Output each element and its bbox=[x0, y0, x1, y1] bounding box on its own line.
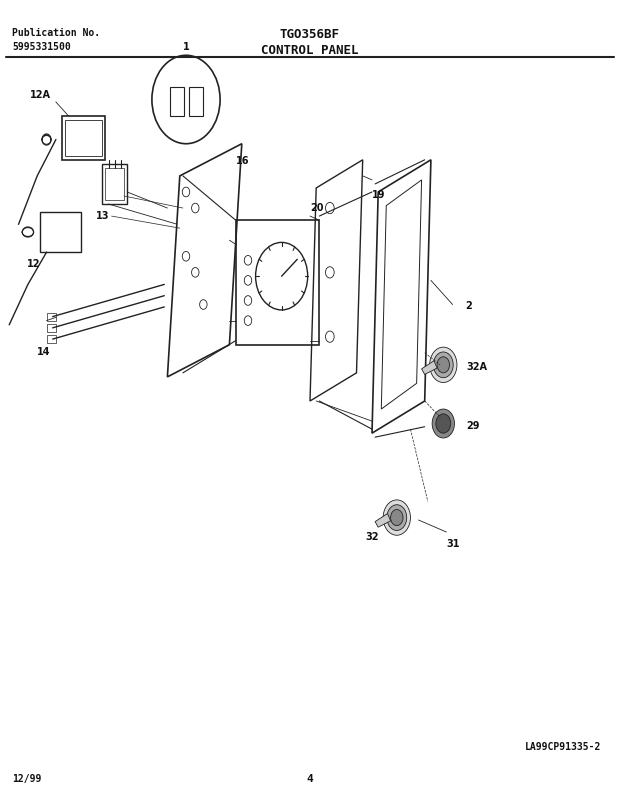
Bar bbox=[236, 221, 319, 345]
Text: 32A: 32A bbox=[466, 362, 487, 372]
Polygon shape bbox=[422, 361, 437, 375]
Text: 16: 16 bbox=[236, 156, 249, 165]
Text: 12A: 12A bbox=[30, 91, 51, 100]
Polygon shape bbox=[375, 514, 391, 528]
Circle shape bbox=[387, 505, 407, 531]
Text: 20: 20 bbox=[310, 203, 324, 213]
Circle shape bbox=[433, 353, 453, 378]
Text: CONTROL PANEL: CONTROL PANEL bbox=[261, 44, 359, 57]
Text: 19: 19 bbox=[372, 190, 386, 199]
Circle shape bbox=[436, 414, 451, 434]
Text: 31: 31 bbox=[446, 538, 460, 548]
Bar bbox=[102, 165, 127, 205]
Text: TGO356BF: TGO356BF bbox=[280, 28, 340, 41]
Text: 2: 2 bbox=[465, 300, 472, 310]
Bar bbox=[105, 169, 124, 201]
Text: 4: 4 bbox=[307, 773, 313, 783]
Bar bbox=[46, 336, 56, 344]
Text: 12: 12 bbox=[27, 259, 41, 268]
Text: 32: 32 bbox=[365, 532, 379, 541]
Bar bbox=[62, 116, 105, 161]
Circle shape bbox=[383, 500, 410, 536]
Text: 14: 14 bbox=[37, 347, 50, 357]
Text: 13: 13 bbox=[95, 210, 109, 220]
Text: 1: 1 bbox=[183, 43, 189, 52]
Circle shape bbox=[391, 510, 403, 526]
Bar bbox=[170, 88, 184, 116]
Bar bbox=[40, 213, 81, 253]
Bar bbox=[46, 313, 56, 321]
Bar bbox=[189, 88, 203, 116]
Circle shape bbox=[430, 348, 457, 383]
Text: 5995331500: 5995331500 bbox=[12, 42, 71, 51]
Text: 29: 29 bbox=[466, 421, 480, 430]
Circle shape bbox=[432, 410, 454, 438]
Text: 12/99: 12/99 bbox=[12, 773, 42, 783]
Text: LA99CP91335-2: LA99CP91335-2 bbox=[525, 741, 601, 751]
Bar bbox=[46, 324, 56, 332]
Bar bbox=[65, 120, 102, 157]
Text: Publication No.: Publication No. bbox=[12, 28, 100, 38]
Circle shape bbox=[437, 357, 450, 373]
